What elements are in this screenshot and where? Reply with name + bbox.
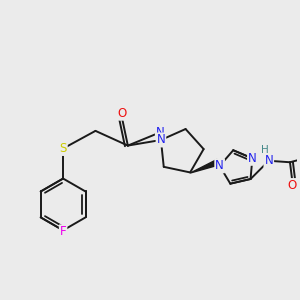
Text: O: O (117, 107, 127, 120)
Text: N: N (264, 154, 273, 167)
Text: S: S (59, 142, 67, 155)
Text: N: N (156, 126, 165, 139)
Polygon shape (190, 159, 219, 173)
Text: N: N (157, 134, 165, 146)
Text: O: O (288, 179, 297, 192)
Text: N: N (215, 159, 224, 172)
Text: N: N (248, 152, 257, 165)
Text: F: F (60, 225, 66, 238)
Text: H: H (261, 146, 269, 155)
